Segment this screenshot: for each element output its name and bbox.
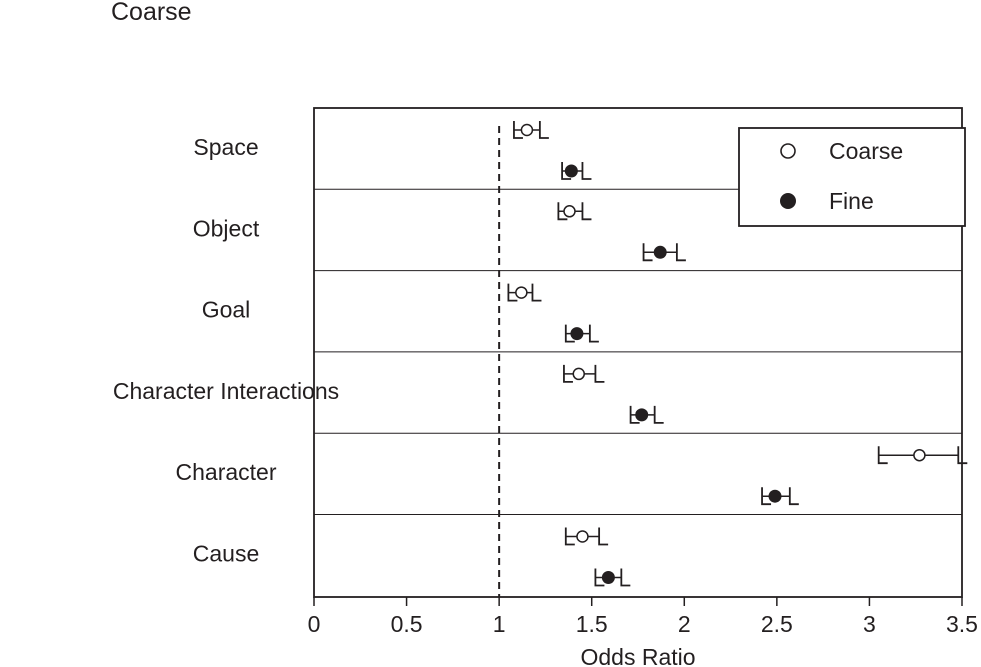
fine-point	[601, 571, 615, 584]
coarse-ci-high-cap	[538, 121, 549, 139]
fine-ci-low-cap	[629, 405, 640, 424]
legend-fine-label: Fine	[829, 188, 874, 214]
fine-ci-high-cap	[620, 568, 631, 587]
coarse-ci-low-cap	[877, 446, 888, 465]
fine-ci-high-cap	[788, 487, 799, 506]
chart-title: Coarse	[111, 0, 192, 26]
x-tick-label: 0	[308, 611, 321, 637]
x-tick-label: 1.5	[576, 611, 608, 637]
fine-ci-high-cap	[588, 324, 599, 343]
fine-ci-low-cap	[761, 487, 772, 506]
fine-ci-low-cap	[564, 324, 575, 343]
category-label: Goal	[202, 297, 251, 323]
coarse-point	[563, 205, 576, 218]
fine-ci-high-cap	[653, 405, 664, 424]
coarse-ci-low-cap	[507, 283, 518, 302]
fine-ci-low-cap	[594, 568, 605, 587]
coarse-ci-high-cap	[594, 364, 605, 383]
fine-point	[564, 164, 578, 178]
x-tick-label: 2.5	[761, 611, 793, 637]
fine-point	[570, 327, 584, 341]
coarse-ci-high-cap	[531, 283, 542, 302]
legend-fine-marker	[780, 193, 796, 209]
category-label: Cause	[193, 541, 259, 567]
x-tick-label: 1	[493, 611, 506, 637]
x-tick-label: 3.5	[946, 611, 978, 637]
legend-box	[738, 127, 966, 227]
fine-ci-low-cap	[642, 243, 653, 262]
plot-frame	[313, 107, 963, 598]
fine-point	[768, 489, 782, 503]
fine-ci-high-cap	[581, 162, 592, 180]
fine-point	[653, 245, 667, 259]
legend-coarse-marker	[780, 143, 796, 159]
coarse-ci-low-cap	[563, 364, 573, 383]
coarse-ci-low-cap	[557, 202, 568, 221]
category-label: Space	[193, 134, 258, 160]
coarse-ci-high-cap	[581, 202, 592, 221]
x-tick-label: 3	[863, 611, 876, 637]
fine-point	[635, 408, 649, 422]
legend-coarse-label: Coarse	[829, 138, 903, 164]
coarse-ci-high-cap	[957, 446, 968, 465]
category-label: Character	[176, 459, 277, 485]
category-label: Character Interactions	[113, 378, 339, 404]
fine-ci-low-cap	[561, 162, 572, 180]
coarse-point	[515, 286, 528, 299]
x-tick-label: 2	[678, 611, 691, 637]
coarse-ci-low-cap	[513, 121, 523, 139]
coarse-point	[572, 367, 586, 381]
category-label: Object	[193, 215, 260, 241]
coarse-point	[576, 530, 589, 543]
coarse-ci-low-cap	[564, 527, 575, 546]
coarse-ci-high-cap	[598, 527, 609, 546]
x-axis-label: Odds Ratio	[580, 644, 695, 667]
coarse-point	[913, 448, 926, 462]
x-tick-label: 0.5	[391, 611, 423, 637]
fine-ci-high-cap	[675, 243, 686, 262]
coarse-point	[520, 123, 534, 137]
